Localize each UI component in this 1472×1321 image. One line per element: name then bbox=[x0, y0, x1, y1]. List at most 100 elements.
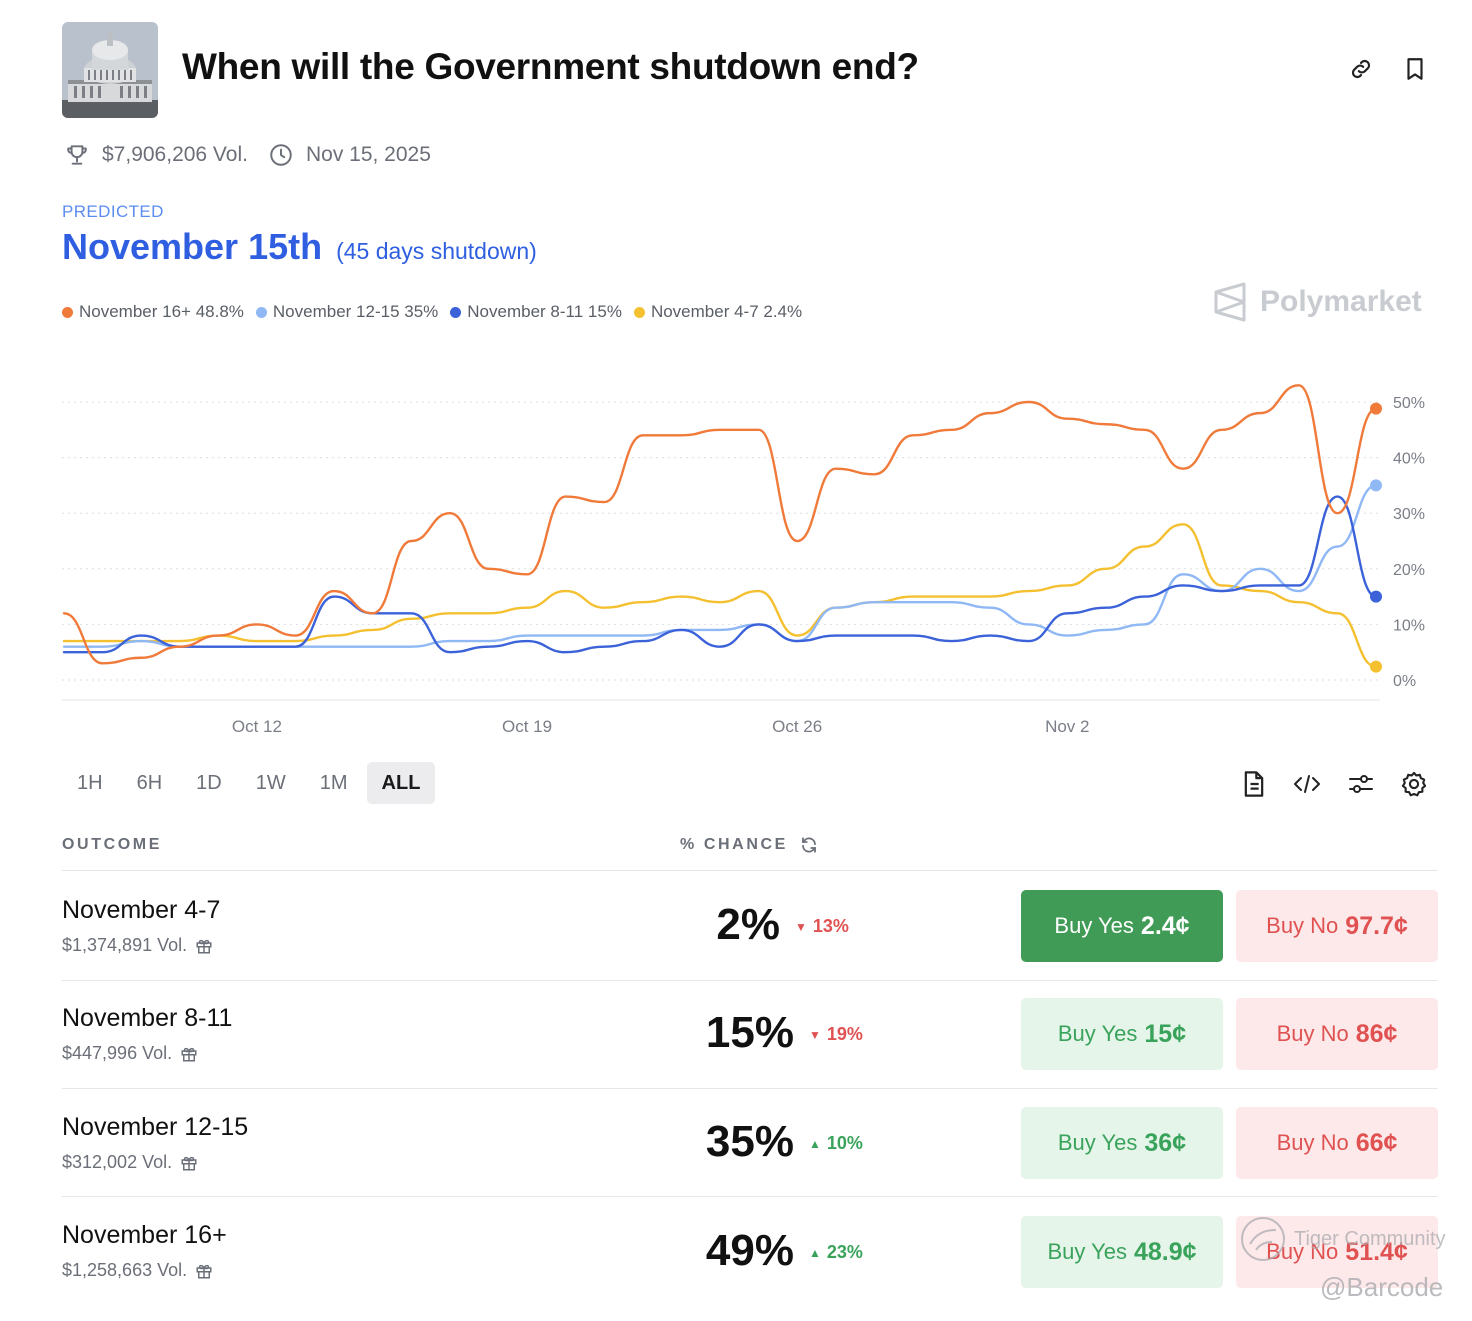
table-divider bbox=[62, 980, 1438, 981]
bookmark-icon[interactable] bbox=[1400, 54, 1430, 84]
range-all[interactable]: ALL bbox=[366, 762, 436, 804]
outcome-volume: $1,374,891 Vol. bbox=[62, 935, 213, 956]
range-6h[interactable]: 6H bbox=[136, 771, 163, 794]
chance-change: ▲ 23% bbox=[809, 1242, 863, 1263]
gift-icon[interactable] bbox=[195, 937, 213, 955]
outcome-chance: 49% bbox=[705, 1226, 794, 1275]
outcome-volume: $1,258,663 Vol. bbox=[62, 1260, 213, 1281]
clock-icon bbox=[266, 140, 296, 170]
legend-item: November 12-15 35% bbox=[255, 302, 439, 322]
buy-no-button[interactable]: Buy No 51.4¢ bbox=[1236, 1216, 1438, 1288]
buy-yes-button[interactable]: Buy Yes 36¢ bbox=[1021, 1107, 1223, 1179]
buy-yes-price: 2.4¢ bbox=[1140, 911, 1190, 940]
chance-column-header: % CHANCE bbox=[680, 836, 818, 854]
chance-change-value: 19% bbox=[826, 1024, 863, 1044]
buy-yes-price: 15¢ bbox=[1144, 1019, 1187, 1048]
up-triangle-icon: ▲ bbox=[809, 1136, 821, 1151]
range-1w[interactable]: 1W bbox=[255, 771, 286, 794]
buy-no-button[interactable]: Buy No 66¢ bbox=[1236, 1107, 1438, 1179]
series-end-point bbox=[1370, 660, 1382, 673]
buy-no-label: Buy No bbox=[1266, 913, 1339, 938]
table-divider bbox=[62, 1088, 1438, 1089]
outcome-chance: 15% bbox=[705, 1008, 794, 1057]
series-end-point bbox=[1370, 590, 1382, 603]
legend-item: November 8-11 15% bbox=[450, 302, 622, 322]
buy-no-price: 51.4¢ bbox=[1345, 1237, 1408, 1266]
up-triangle-icon: ▲ bbox=[809, 1245, 821, 1260]
legend-label: November 4-7 2.4% bbox=[650, 302, 803, 321]
buy-yes-label: Buy Yes bbox=[1054, 913, 1134, 938]
filter-sliders-icon[interactable] bbox=[1345, 768, 1377, 800]
series-line bbox=[62, 495, 1378, 654]
chance-header-label: % CHANCE bbox=[680, 836, 788, 853]
outcome-volume-text: $1,374,891 Vol. bbox=[62, 935, 188, 955]
tiger-logo-icon bbox=[1241, 1217, 1285, 1261]
buy-no-button[interactable]: Buy No 97.7¢ bbox=[1236, 890, 1438, 962]
outcome-name: November 8-11 bbox=[62, 1004, 233, 1032]
predicted-detail: (45 days shutdown) bbox=[336, 238, 537, 264]
y-tick-label: 10% bbox=[1393, 617, 1425, 634]
embed-code-icon[interactable] bbox=[1291, 768, 1323, 800]
table-divider bbox=[62, 1196, 1438, 1197]
gift-icon[interactable] bbox=[195, 1262, 213, 1280]
time-range-selector: 1H 6H 1D 1W 1M ALL bbox=[62, 762, 439, 804]
refresh-icon[interactable] bbox=[800, 836, 818, 854]
community-watermark: Tiger Community bbox=[1238, 1214, 1446, 1264]
range-1h[interactable]: 1H bbox=[77, 771, 103, 794]
range-1d[interactable]: 1D bbox=[196, 771, 222, 794]
buy-yes-label: Buy Yes bbox=[1047, 1239, 1127, 1264]
legend-label: November 12-15 35% bbox=[272, 302, 439, 321]
y-tick-label: 40% bbox=[1393, 451, 1425, 468]
chart-legend: November 16+ 48.8% November 12-15 35% No… bbox=[62, 302, 814, 322]
buy-yes-button[interactable]: Buy Yes 15¢ bbox=[1021, 998, 1223, 1070]
buy-yes-button[interactable]: Buy Yes 48.9¢ bbox=[1021, 1216, 1223, 1288]
outcome-name: November 4-7 bbox=[62, 896, 221, 924]
market-thumbnail bbox=[62, 22, 158, 118]
outcome-chance: 35% bbox=[705, 1117, 794, 1166]
series-line bbox=[62, 484, 1378, 648]
y-tick-label: 20% bbox=[1393, 562, 1425, 579]
document-icon[interactable] bbox=[1238, 768, 1270, 800]
buy-no-price: 66¢ bbox=[1355, 1128, 1398, 1157]
series-line bbox=[62, 523, 1378, 668]
down-triangle-icon: ▼ bbox=[809, 1027, 821, 1042]
chance-change: ▼ 19% bbox=[809, 1024, 863, 1045]
settings-gear-icon[interactable] bbox=[1398, 768, 1430, 800]
buy-no-label: Buy No bbox=[1276, 1130, 1349, 1155]
outcome-volume-text: $312,002 Vol. bbox=[62, 1152, 173, 1172]
outcome-column-header: OUTCOME bbox=[62, 836, 162, 853]
buy-yes-button[interactable]: Buy Yes 2.4¢ bbox=[1021, 890, 1223, 962]
buy-yes-price: 48.9¢ bbox=[1133, 1237, 1197, 1266]
handle-watermark: @Barcode bbox=[1320, 1272, 1444, 1302]
gift-icon[interactable] bbox=[180, 1154, 198, 1172]
predicted-outcome: November 15th bbox=[62, 226, 323, 267]
outcome-chance: 2% bbox=[716, 900, 780, 949]
predicted-value: November 15th (45 days shutdown) bbox=[62, 226, 537, 268]
outcome-volume-text: $447,996 Vol. bbox=[62, 1043, 173, 1063]
legend-label: November 8-11 15% bbox=[467, 302, 622, 321]
range-1m[interactable]: 1M bbox=[319, 771, 348, 794]
x-tick-label: Oct 26 bbox=[772, 717, 822, 736]
legend-dot bbox=[450, 306, 462, 318]
legend-dot bbox=[255, 306, 267, 318]
chance-change-value: 10% bbox=[826, 1133, 863, 1153]
trophy-icon bbox=[62, 140, 92, 170]
gift-icon[interactable] bbox=[180, 1045, 198, 1063]
volume-text: $7,906,206 Vol. bbox=[102, 143, 248, 166]
down-triangle-icon: ▼ bbox=[795, 919, 807, 934]
chance-change: ▲ 10% bbox=[809, 1133, 863, 1154]
buy-no-button[interactable]: Buy No 86¢ bbox=[1236, 998, 1438, 1070]
brand-name: Polymarket bbox=[1260, 285, 1422, 318]
outcome-name: November 12-15 bbox=[62, 1113, 249, 1141]
y-tick-label: 0% bbox=[1393, 673, 1416, 690]
x-tick-label: Oct 12 bbox=[232, 717, 282, 736]
buy-yes-price: 36¢ bbox=[1144, 1128, 1187, 1157]
price-chart: 50% 40% 30% 20% 10% 0% Oct 12 Oct 19 Oct 26 Nov 2 bbox=[62, 384, 1425, 736]
polymarket-logo: Polymarket bbox=[1212, 282, 1422, 322]
legend-dot bbox=[62, 306, 73, 318]
end-date-text: Nov 15, 2025 bbox=[305, 143, 431, 166]
buy-no-price: 86¢ bbox=[1355, 1019, 1398, 1048]
series-end-point bbox=[1370, 479, 1382, 492]
buy-no-label: Buy No bbox=[1276, 1021, 1349, 1046]
link-icon[interactable] bbox=[1346, 54, 1376, 84]
